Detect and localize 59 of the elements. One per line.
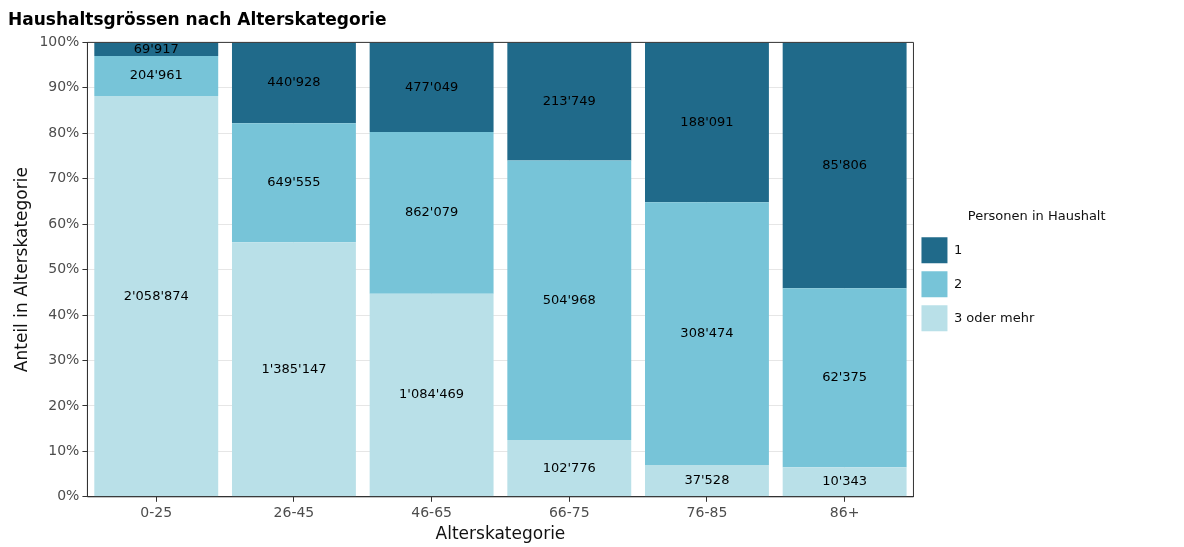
bar <box>369 131 494 294</box>
bar <box>782 288 907 468</box>
y-tick-label: 30% <box>48 351 80 368</box>
x-tick-label: 46-65 <box>411 503 452 520</box>
bar <box>645 42 769 203</box>
y-tick-label: 100% <box>39 33 80 50</box>
y-tick-label: 20% <box>48 396 80 413</box>
annotation: 213'749 <box>542 92 596 108</box>
y-tick-label: 80% <box>48 123 80 140</box>
x-tick-label: 76-85 <box>686 503 728 520</box>
annotation: 649'555 <box>267 174 321 190</box>
legend-label: 3 oder mehr <box>953 309 1151 325</box>
y-tick-label: 50% <box>48 260 80 277</box>
annotation: 477'049 <box>405 78 459 94</box>
bar <box>782 467 907 497</box>
bar <box>507 440 632 497</box>
legend-label: 2 <box>953 275 963 291</box>
bar <box>507 160 632 440</box>
bar <box>645 464 769 497</box>
annotation: 1'084'469 <box>399 386 465 402</box>
annotation: 62'375 <box>822 369 868 385</box>
annotation: 1'385'147 <box>261 360 327 376</box>
bar <box>94 56 219 97</box>
bar <box>369 293 494 497</box>
annotation: 2'058'874 <box>123 287 189 303</box>
bar <box>645 202 769 465</box>
bar <box>369 42 494 132</box>
legend-label: 1 <box>953 241 963 257</box>
y-tick-label: 90% <box>48 78 80 95</box>
annotation: 204'961 <box>129 67 183 83</box>
annotation: 37'528 <box>684 472 730 488</box>
x-tick-label: 66-75 <box>548 503 590 520</box>
y-tick-label: 60% <box>48 214 80 231</box>
y-tick-label: 0% <box>57 487 80 504</box>
annotation: 102'776 <box>542 459 596 475</box>
bar <box>507 42 632 161</box>
bar <box>231 42 356 124</box>
bar <box>231 123 356 243</box>
x-axis-title: Alterskategorie <box>435 523 566 544</box>
y-axis-title: Anteil in Alterskategorie <box>10 167 31 373</box>
annotation: 188'091 <box>680 113 734 129</box>
chart-title: Haushaltsgrössen nach Alterskategorie <box>8 8 387 29</box>
annotation: 69'917 <box>133 40 179 56</box>
x-tick-label: 26-45 <box>273 503 315 520</box>
bar <box>782 42 907 289</box>
annotation: 85'806 <box>822 156 868 172</box>
y-tick-label: 40% <box>48 305 80 322</box>
annotation: 308'474 <box>680 325 734 341</box>
bar <box>94 96 219 497</box>
annotation: 862'079 <box>405 204 459 220</box>
annotation: 10'343 <box>822 473 868 489</box>
annotation: 440'928 <box>267 74 321 90</box>
y-tick-label: 10% <box>48 442 80 458</box>
y-tick-label: 70% <box>48 169 80 186</box>
annotation: 504'968 <box>542 291 596 307</box>
x-tick-label: 0-25 <box>140 503 173 520</box>
bar <box>231 242 356 497</box>
x-tick-label: 86+ <box>829 503 860 520</box>
legend-title: Personen in Haushalt <box>967 207 1106 223</box>
